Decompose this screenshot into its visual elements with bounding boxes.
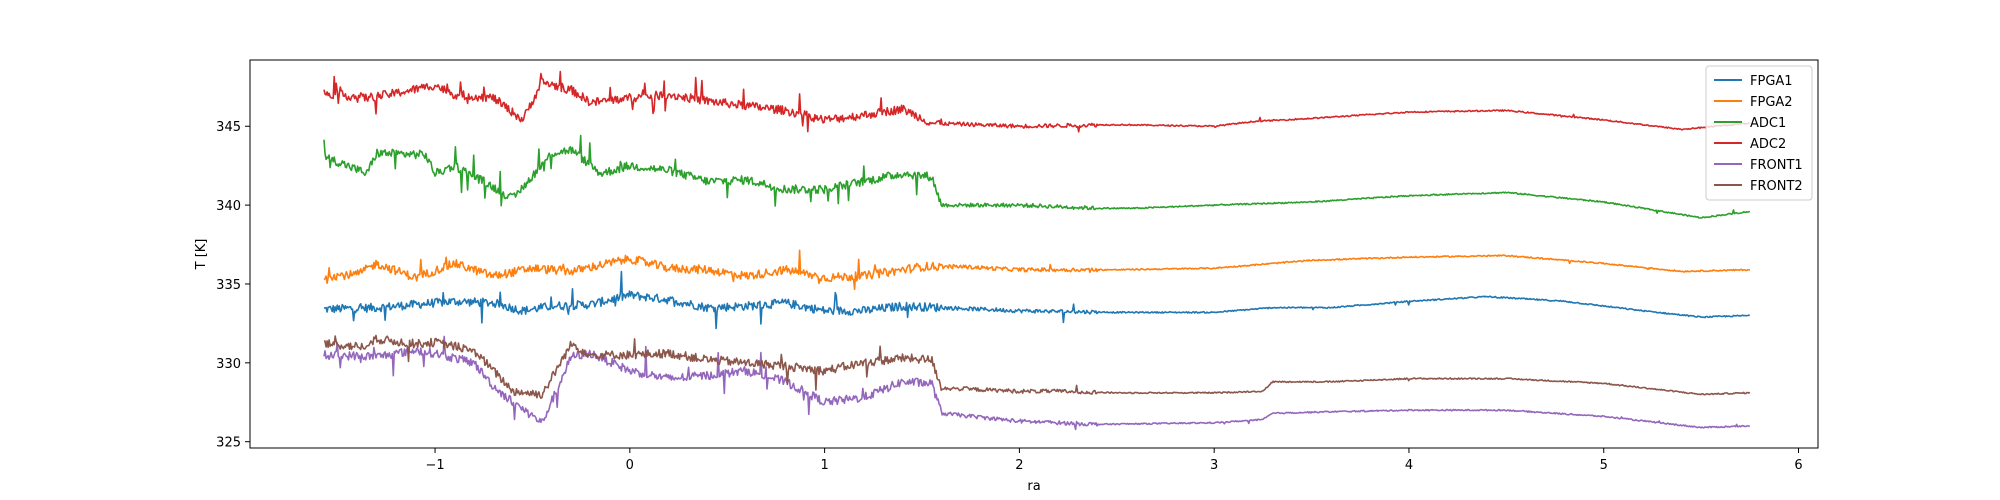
legend-label-adc1: ADC1	[1750, 116, 1786, 131]
y-tick-label: 330	[216, 357, 241, 372]
y-axis: 325 330 335 340 345	[216, 120, 250, 451]
series-line-front1	[323, 335, 1751, 431]
x-axis-label: ra	[1027, 479, 1040, 494]
x-tick-label: 4	[1405, 458, 1413, 473]
x-tick-label: 3	[1210, 458, 1218, 473]
series-line-adc1	[323, 134, 1751, 219]
plot-frame	[249, 59, 1819, 449]
x-tick-label: 5	[1600, 458, 1608, 473]
legend-label-fpga2: FPGA2	[1750, 95, 1793, 110]
series-line-adc2	[323, 70, 1750, 133]
legend-label-adc2: ADC2	[1750, 137, 1786, 152]
x-axis: −1 0 1 2 3 4 5 6	[425, 448, 1803, 473]
x-tick-label: −1	[425, 458, 444, 473]
y-tick-label: 325	[216, 436, 241, 451]
x-tick-label: 2	[1015, 458, 1023, 473]
x-tick-label: 0	[626, 458, 634, 473]
y-axis-label: T [K]	[194, 239, 209, 271]
series-line-fpga1	[323, 270, 1750, 330]
x-tick-label: 1	[820, 458, 828, 473]
y-tick-label: 340	[216, 199, 241, 214]
y-tick-label: 335	[216, 278, 241, 293]
legend-label-front1: FRONT1	[1750, 158, 1803, 173]
legend-frame	[1705, 65, 1813, 201]
series-line-front2	[323, 334, 1751, 400]
x-tick-label: 6	[1794, 458, 1802, 473]
y-tick-label: 345	[216, 120, 241, 135]
legend-label-front2: FRONT2	[1750, 179, 1803, 194]
legend-label-fpga1: FPGA1	[1750, 74, 1793, 89]
series-line-fpga2	[323, 249, 1751, 291]
legend[interactable]: FPGA1 FPGA2 ADC1 ADC2 FRONT1 FRONT2	[1705, 65, 1813, 201]
series-layer	[323, 70, 1751, 431]
